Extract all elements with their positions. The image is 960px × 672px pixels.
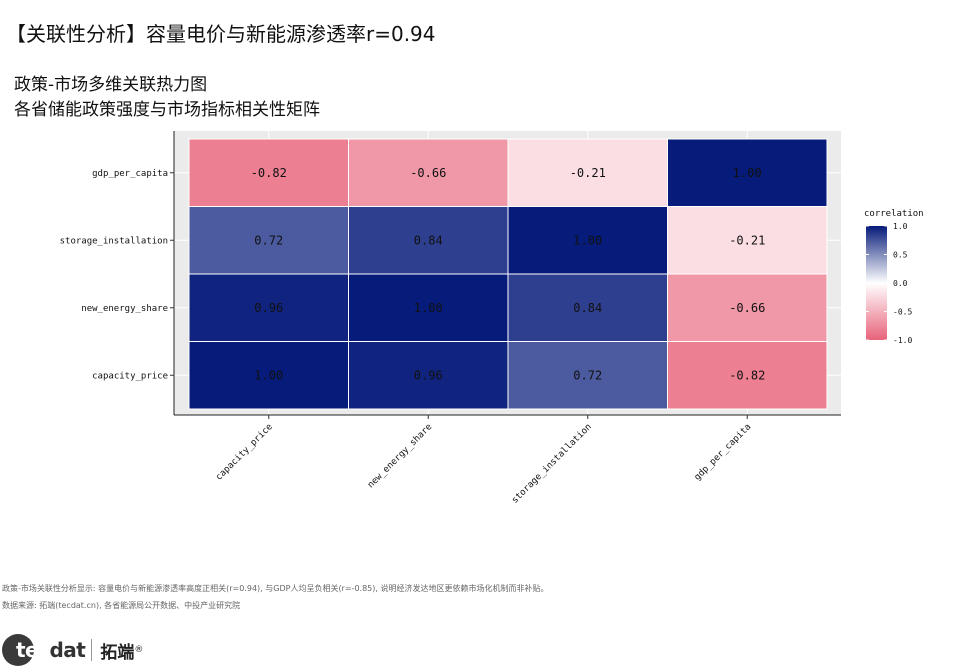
y-tick-label: new_energy_share [81, 304, 168, 314]
legend-tick-label: 0.0 [893, 279, 908, 288]
x-tick-label: storage_installation [510, 422, 594, 506]
heatmap-cell [348, 138, 509, 207]
cell-label: -0.82 [729, 368, 765, 382]
logo-text-dat: dat [49, 638, 86, 662]
heatmap-cell [667, 206, 828, 275]
x-tick-label: capacity_price [214, 422, 275, 483]
cell-label: 1.00 [414, 301, 443, 315]
chart-caption: 各省储能政策强度与市场指标相关性矩阵 [14, 100, 320, 120]
footnote-summary: 政策-市场关联性分析显示: 容量电价与新能源渗透率高度正相关(r=0.94), … [2, 584, 549, 593]
heatmap-cell [667, 273, 828, 342]
legend-tick-label: -0.5 [893, 308, 912, 317]
y-tick-label: capacity_price [92, 371, 168, 381]
heatmap-cell [348, 273, 509, 342]
legend-tick-label: 0.5 [893, 251, 908, 260]
x-tick-label: new_energy_share [366, 422, 434, 490]
cell-label: -0.82 [251, 166, 287, 180]
correlation-heatmap: -0.82 -0.66 -0.21 1.00 0.72 0.84 1.00 -0.21 0.96… [60, 131, 924, 506]
logo-divider [91, 639, 93, 661]
cell-label: 0.84 [414, 233, 443, 247]
heatmap-cell [188, 273, 349, 342]
logo-text-cn: 拓端 [100, 642, 135, 663]
heatmap-cell [348, 341, 509, 410]
cell-label: 0.72 [573, 368, 602, 382]
heatmap-cell [507, 273, 668, 342]
chart-subtitle: 政策-市场多维关联热力图 [14, 75, 208, 95]
cell-label: 1.00 [573, 233, 602, 247]
cell-label: -0.21 [570, 166, 606, 180]
cell-label: -0.21 [729, 233, 765, 247]
headline: 【关联性分析】容量电价与新能源渗透率r=0.94 [6, 22, 436, 46]
cell-label: 1.00 [733, 166, 762, 180]
cell-label: -0.66 [410, 166, 446, 180]
footnote-source: 数据来源: 拓端(tecdat.cn), 各省能源局公开数据、中投产业研究院 [2, 601, 241, 610]
y-tick-label: storage_installation [60, 236, 168, 246]
heatmap-cell [507, 341, 668, 410]
cell-label: 0.96 [254, 301, 283, 315]
heatmap-cell [188, 341, 349, 410]
heatmap-cell [348, 206, 509, 275]
heatmap-cell [188, 138, 349, 207]
cell-label: 0.96 [414, 368, 443, 382]
heatmap-cell [667, 341, 828, 410]
cell-label: 0.72 [254, 233, 283, 247]
legend-tick-label: 1.0 [893, 222, 908, 231]
logo-text-tec: tec [16, 638, 50, 662]
cell-label: -0.66 [729, 301, 765, 315]
tecdat-logo: tec dat 拓端 ® [2, 632, 143, 668]
logo-registered-mark: ® [134, 645, 144, 655]
y-tick-label: gdp_per_capita [92, 169, 168, 179]
cell-label: 1.00 [254, 368, 283, 382]
x-tick-label: gdp_per_capita [693, 422, 754, 483]
legend-title: correlation [864, 209, 924, 219]
cell-label: 0.84 [573, 301, 602, 315]
legend-colorbar [866, 226, 887, 340]
heatmap-cell [667, 138, 828, 207]
logo-circle-icon [2, 634, 34, 666]
legend-tick-label: -1.0 [893, 336, 912, 345]
